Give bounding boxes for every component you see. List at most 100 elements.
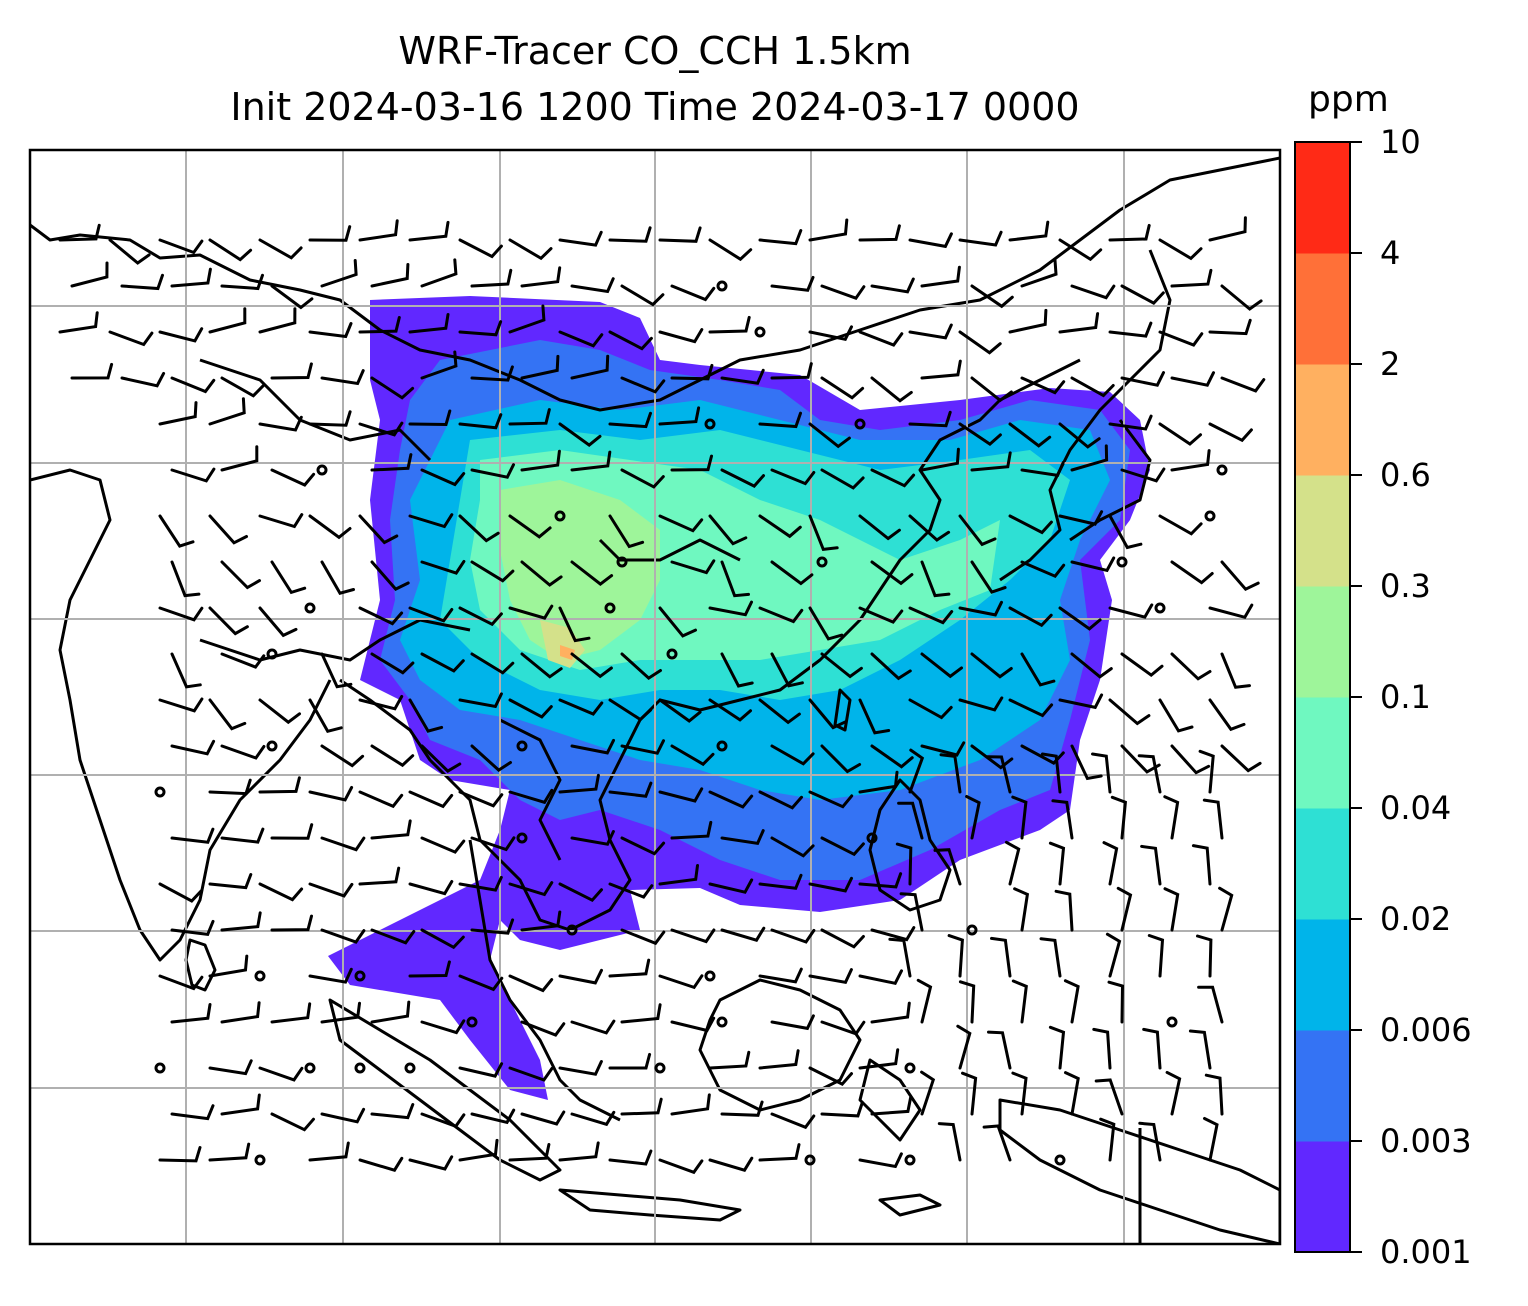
wind-barb <box>70 261 109 288</box>
calm-wind-marker <box>966 924 978 936</box>
wind-barb <box>608 882 654 899</box>
wind-barb <box>620 928 666 946</box>
wind-barb <box>608 781 653 798</box>
wind-barb <box>1158 422 1202 446</box>
wind-barb <box>958 600 1003 617</box>
wind-barb <box>1196 934 1213 978</box>
wind-barb <box>208 606 249 636</box>
calm-wind-marker <box>804 1154 816 1166</box>
wind-barb <box>1070 444 1109 472</box>
wind-barb <box>458 875 503 892</box>
wind-barb <box>1020 376 1066 395</box>
wind-barb <box>820 836 865 857</box>
calm-wind-marker <box>254 970 266 982</box>
wind-barb <box>1208 422 1253 443</box>
wind-barb <box>458 320 503 337</box>
wind-barb <box>520 1110 566 1126</box>
wind-barb <box>1140 844 1162 886</box>
wind-barb <box>908 698 953 720</box>
wind-barb <box>308 1141 350 1162</box>
wind-barb <box>408 409 452 427</box>
colorbar-segment <box>1295 697 1350 809</box>
wind-barb <box>1170 268 1213 288</box>
calm-wind-marker <box>816 556 828 568</box>
wind-barb <box>916 978 933 1024</box>
wind-barb <box>808 422 851 449</box>
wind-barb <box>370 1000 411 1024</box>
wind-barb <box>458 1062 504 1078</box>
wind-barb <box>708 238 753 262</box>
wind-barb <box>308 698 343 734</box>
wind-barb <box>1070 556 1116 573</box>
wind-barb <box>520 652 563 679</box>
wind-barb <box>899 892 924 932</box>
wind-barb <box>170 467 216 483</box>
wind-barb <box>1138 1121 1162 1162</box>
wind-barb <box>820 928 865 949</box>
wind-barb <box>1058 510 1104 526</box>
wind-barb <box>370 453 413 472</box>
wind-barb <box>170 1104 215 1121</box>
wind-barb <box>458 1138 499 1162</box>
chart-title-line-2: Init 2024-03-16 1200 Time 2024-03-17 000… <box>230 85 1080 129</box>
wind-barb <box>208 698 247 731</box>
wind-barb <box>508 1066 554 1082</box>
wind-barb <box>608 698 653 722</box>
wind-barb <box>1107 980 1125 1024</box>
wind-barb <box>220 652 266 669</box>
wind-barb <box>620 284 665 307</box>
wind-barb <box>1142 1027 1162 1070</box>
wind-barb <box>1120 652 1164 677</box>
wind-barb <box>520 449 561 472</box>
wind-barb <box>920 560 951 598</box>
island-taiwan <box>833 688 852 732</box>
wind-barb <box>987 1030 1012 1070</box>
wind-barb <box>270 284 314 310</box>
wind-barb <box>358 606 404 626</box>
wind-barb <box>870 1096 913 1116</box>
wind-barb <box>1094 1078 1124 1116</box>
wind-barb <box>270 823 314 840</box>
wind-barb <box>520 910 562 932</box>
wind-barb <box>1220 652 1251 689</box>
wind-barb <box>870 560 914 586</box>
wind-barb <box>570 560 614 586</box>
wind-barb <box>658 974 704 990</box>
wind-barb <box>358 1156 404 1172</box>
wind-barb <box>358 695 404 711</box>
chart-title-line-1: WRF-Tracer CO_CCH 1.5km <box>398 29 912 73</box>
calm-wind-marker <box>716 280 728 292</box>
wind-barb <box>858 1048 900 1070</box>
wind-barb <box>1158 330 1204 347</box>
wind-barb <box>1004 840 1021 886</box>
wind-barb <box>720 1100 764 1117</box>
wind-barb <box>370 376 415 400</box>
wind-barb <box>708 790 754 809</box>
wind-barb <box>320 369 365 386</box>
wind-barb <box>770 1112 816 1130</box>
wind-barb <box>420 836 466 854</box>
wind-barb <box>1158 698 1194 733</box>
wind-barb <box>270 468 316 487</box>
wind-barb <box>956 1024 972 1070</box>
wind-barb <box>420 928 465 950</box>
wind-barb <box>770 468 816 486</box>
island-sumatra <box>328 998 562 1182</box>
wind-barb <box>939 753 962 794</box>
wind-barb <box>658 864 699 886</box>
wind-barb <box>908 606 954 625</box>
wind-barb <box>308 410 352 427</box>
wind-barb <box>258 238 303 260</box>
wind-barb <box>1158 238 1203 261</box>
wind-barb <box>1108 603 1154 619</box>
wind-barb <box>965 795 981 840</box>
wind-barb <box>470 918 515 935</box>
calm-wind-marker <box>904 1154 916 1166</box>
calm-wind-marker <box>354 970 366 982</box>
wind-barb <box>895 842 913 886</box>
wind-barb <box>158 327 204 343</box>
wind-barb <box>420 1019 466 1035</box>
colorbar-frame <box>1294 141 1351 1253</box>
wind-barb <box>1020 461 1065 478</box>
wind-barb <box>470 560 515 583</box>
